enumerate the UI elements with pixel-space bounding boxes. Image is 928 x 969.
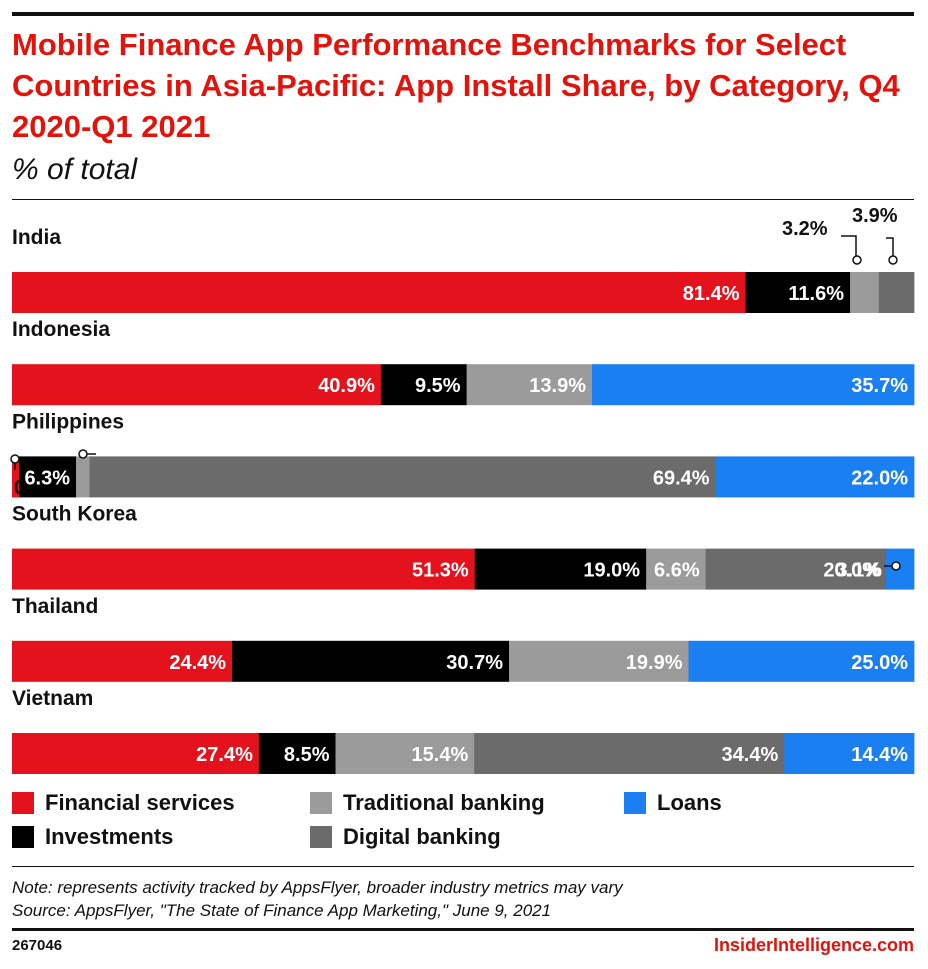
footer-divider — [12, 866, 914, 867]
value-label: 81.4% — [683, 283, 740, 305]
leader-line — [886, 237, 894, 259]
bar-south-korea-financial — [12, 548, 476, 590]
bar-vietnam-financial — [12, 733, 260, 774]
top-rule — [12, 12, 914, 16]
value-label: 20.0% — [823, 560, 880, 582]
legend-label: Financial services — [45, 790, 235, 815]
title-divider — [12, 199, 914, 200]
legend-item-investments: Investments — [12, 824, 173, 850]
bar-south-korea-digital — [705, 548, 887, 590]
bar-philippines-financial — [12, 456, 20, 498]
bar-indonesia-loans — [591, 364, 915, 406]
bar-philippines-traditional — [76, 456, 90, 498]
bar-vietnam-traditional — [335, 733, 475, 774]
leader-dot — [10, 454, 20, 464]
row-label-philippines: Philippines — [12, 410, 124, 433]
bar-thailand-financial — [12, 640, 233, 682]
bar-vietnam-digital — [474, 733, 785, 774]
leader-line — [841, 235, 857, 259]
legend-label: Investments — [45, 824, 174, 849]
legend-item-traditional: Traditional banking — [310, 790, 545, 816]
legend-swatch — [624, 792, 646, 814]
bottom-rule — [12, 928, 914, 931]
value-label: 34.4% — [722, 744, 779, 766]
legend-label: Digital banking — [343, 824, 501, 849]
value-label: 3.9% — [852, 205, 898, 227]
value-label: 11.6% — [788, 283, 844, 305]
leader-dot — [891, 561, 901, 571]
value-label: 40.9% — [318, 375, 375, 397]
value-label: 27.4% — [196, 744, 253, 766]
row-label-thailand: Thailand — [12, 595, 98, 618]
bar-philippines-investments — [19, 456, 77, 498]
legend-label: Loans — [657, 790, 722, 815]
value-label: 14.4% — [851, 744, 908, 766]
bar-south-korea-loans — [886, 548, 915, 590]
value-label: 8.5% — [284, 744, 330, 766]
bar-thailand-traditional — [509, 640, 689, 682]
legend-swatch — [12, 792, 34, 814]
value-label: 13.9% — [529, 375, 586, 397]
bar-philippines-loans — [715, 456, 915, 498]
value-label: 6.3% — [24, 467, 70, 489]
legend-swatch — [12, 826, 34, 848]
bar-vietnam-loans — [784, 733, 915, 774]
value-label: 22.0% — [851, 467, 908, 489]
legend-swatch — [310, 792, 332, 814]
leader-dot — [888, 255, 898, 265]
value-label: 24.4% — [169, 652, 226, 674]
leader-dot — [852, 255, 862, 265]
legend-item-financial: Financial services — [12, 790, 235, 816]
value-label: 19.0% — [583, 560, 640, 582]
bar-thailand-investments — [232, 640, 510, 682]
chart-title: Mobile Finance App Performance Benchmark… — [12, 27, 900, 144]
legend-item-digital: Digital banking — [310, 824, 501, 850]
bar-vietnam-investments — [258, 733, 336, 774]
chart-subtitle: % of total — [12, 153, 138, 186]
value-label: 69.4% — [653, 467, 710, 489]
value-label: 19.9% — [626, 652, 683, 674]
bar-india-traditional — [850, 272, 880, 313]
value-label: 3.1% — [836, 560, 882, 582]
value-label: 35.7% — [851, 375, 908, 397]
bar-indonesia-investments — [380, 364, 468, 406]
bar-india-digital — [878, 272, 915, 313]
bar-south-korea-traditional — [646, 548, 707, 590]
chart-id: 267046 — [12, 937, 63, 954]
value-label: 9.5% — [415, 375, 461, 397]
stacked-bar-chart: India 81.4% 11.6% 3.2% 3.9% Indonesia 40.9% 9.5… — [10, 205, 915, 774]
value-label: 15.4% — [412, 744, 469, 766]
brand-link[interactable]: InsiderIntelligence.com — [713, 935, 914, 955]
footnote: Note: represents activity tracked by App… — [12, 876, 623, 922]
value-label: 51.3% — [412, 560, 469, 582]
bar-philippines-digital — [89, 456, 716, 498]
bar-india-investments — [745, 272, 851, 313]
row-label-vietnam: Vietnam — [12, 687, 93, 710]
value-label: 25.0% — [851, 652, 908, 674]
value-label: 6.6% — [654, 560, 700, 582]
bar-south-korea-investments — [474, 548, 647, 590]
bar-indonesia-traditional — [466, 364, 593, 406]
leader-dot — [78, 449, 88, 459]
note-text: Note: represents activity tracked by App… — [12, 878, 623, 897]
legend-item-loans: Loans — [624, 790, 722, 816]
bar-thailand-loans — [688, 640, 915, 682]
row-label-indonesia: Indonesia — [12, 318, 110, 341]
value-label: 3.2% — [782, 218, 828, 240]
legend-label: Traditional banking — [343, 790, 545, 815]
row-label-south-korea: South Korea — [12, 503, 137, 526]
row-label-india: India — [12, 226, 61, 249]
bar-indonesia-financial — [12, 364, 382, 406]
legend-swatch — [310, 826, 332, 848]
source-text: Source: AppsFlyer, "The State of Finance… — [12, 901, 552, 920]
bar-india-financial — [12, 272, 746, 313]
value-label: 30.7% — [446, 652, 503, 674]
